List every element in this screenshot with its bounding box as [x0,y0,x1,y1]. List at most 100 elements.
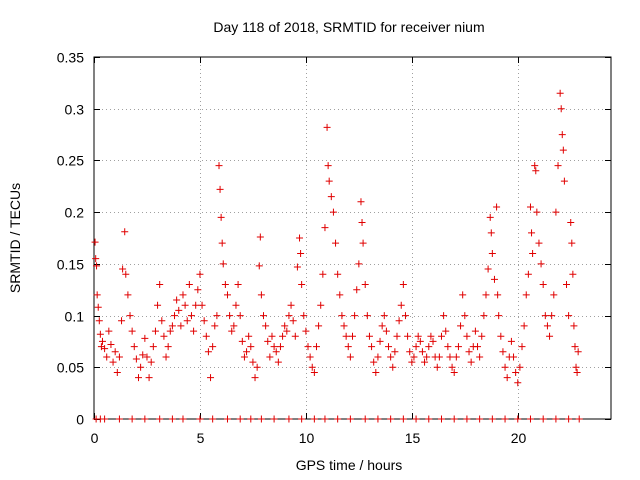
data-point [532,167,540,175]
data-point [218,239,226,247]
data-point [568,239,576,247]
data-point [168,322,176,330]
data-point [141,415,149,423]
data-point [501,415,509,423]
data-point [91,238,99,246]
data-point [353,286,361,294]
data-point [279,332,287,340]
data-point [437,415,445,423]
x-tick-label: 15 [405,430,421,446]
data-point [433,363,441,371]
data-point [336,291,344,299]
data-point [346,415,354,423]
data-point [425,415,433,423]
data-point [230,322,238,330]
data-point [572,363,580,371]
data-point [374,415,382,423]
y-tick-label: 0 [76,412,84,428]
data-point [514,379,522,387]
data-point [427,332,435,340]
data-point [380,312,388,320]
data-point [342,332,350,340]
data-point [119,265,127,273]
data-point [118,317,126,325]
data-point [569,270,577,278]
data-point [226,312,234,320]
data-point [308,363,316,371]
data-point [501,363,509,371]
data-point [185,281,193,289]
data-point [124,291,132,299]
data-point [459,291,467,299]
data-point [327,193,335,201]
data-point [476,353,484,361]
data-point [94,303,102,311]
data-point [111,348,119,356]
data-point [232,301,240,309]
data-point [113,368,121,376]
data-point [264,337,272,345]
data-point [344,343,352,351]
data-point [194,286,202,294]
y-tick-label: 0.35 [57,50,84,66]
data-point [414,332,422,340]
data-point [139,351,147,359]
data-point [575,415,583,423]
data-point [101,345,109,353]
data-point [406,348,414,356]
data-point [550,291,558,299]
data-point [543,322,551,330]
data-point [416,337,424,345]
data-point [480,312,488,320]
data-point [559,146,567,154]
data-point [510,353,518,361]
data-point [145,374,153,382]
data-point [429,337,437,345]
x-tick-label: 10 [299,430,315,446]
data-point [234,281,242,289]
x-axis-label: GPS time / hours [296,457,403,473]
data-point [266,353,274,361]
data-point [177,322,185,330]
data-point [262,322,270,330]
data-points [91,89,583,423]
data-point [446,353,454,361]
data-point [440,312,448,320]
data-point [293,263,301,271]
data-point [107,341,115,349]
data-point [421,358,429,366]
data-point [323,123,331,131]
data-point [158,317,166,325]
data-point [537,260,545,268]
data-point [570,322,578,330]
plot-frame [93,56,612,420]
data-point [334,270,342,278]
data-point [236,415,244,423]
data-point [287,301,295,309]
data-point [166,327,174,335]
data-point [467,358,475,366]
data-point [487,229,495,237]
data-point [302,327,310,335]
data-point [365,332,373,340]
data-point [211,322,219,330]
data-point [437,332,445,340]
data-point [450,415,458,423]
data-point [93,262,101,270]
data-point [457,322,465,330]
data-point [450,368,458,376]
data-point [471,327,479,335]
data-point [128,327,136,335]
data-point [478,332,486,340]
data-point [198,301,206,309]
data-point [143,353,151,361]
data-point [524,270,532,278]
data-point [281,322,289,330]
x-tick-label: 5 [197,430,205,446]
data-point [557,105,565,113]
data-point [149,343,157,351]
data-point [253,363,261,371]
data-point [332,239,340,247]
x-tick-label: 20 [511,430,527,446]
data-point [156,281,164,289]
